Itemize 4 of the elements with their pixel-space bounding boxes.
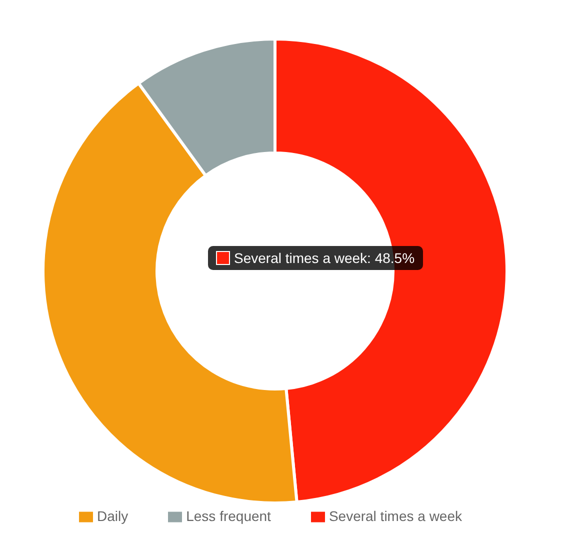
legend-label: Less frequent [186,508,271,524]
text: Several times a week: 48.5% [234,250,415,266]
legend-label: Daily [96,508,128,524]
legend-label: Several times a week [328,508,462,524]
